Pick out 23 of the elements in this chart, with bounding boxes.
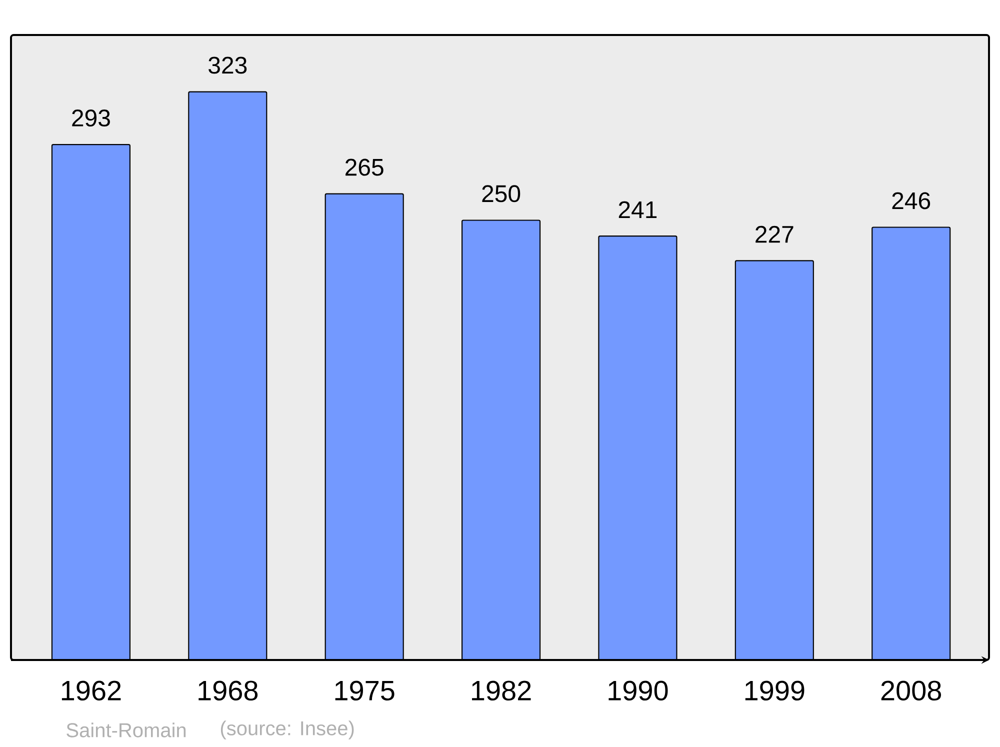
x-tick-label: 1990 [608, 680, 668, 701]
data-label: 323 [208, 56, 247, 74]
data-label: 241 [618, 201, 657, 218]
data-label: 246 [892, 192, 930, 210]
x-tick-label: 1982 [472, 680, 531, 701]
bar [598, 236, 678, 660]
bar [188, 91, 268, 660]
bar [324, 193, 404, 660]
x-tick-label: 1999 [745, 680, 804, 701]
data-label: 250 [482, 185, 520, 202]
x-tick-label: 1962 [62, 680, 121, 701]
x-tick-label: 1968 [198, 680, 258, 701]
text: (source: Insee) [220, 720, 354, 740]
bar [734, 260, 814, 660]
bar [461, 220, 541, 660]
bar [872, 226, 951, 660]
x-tick-label: 2008 [881, 680, 942, 701]
text: Saint-Romain [66, 722, 186, 738]
bar [51, 144, 130, 660]
data-label: 227 [756, 226, 794, 243]
data-label: 293 [72, 110, 110, 127]
data-label: 265 [346, 158, 384, 176]
x-tick-label: 1975 [335, 680, 394, 701]
